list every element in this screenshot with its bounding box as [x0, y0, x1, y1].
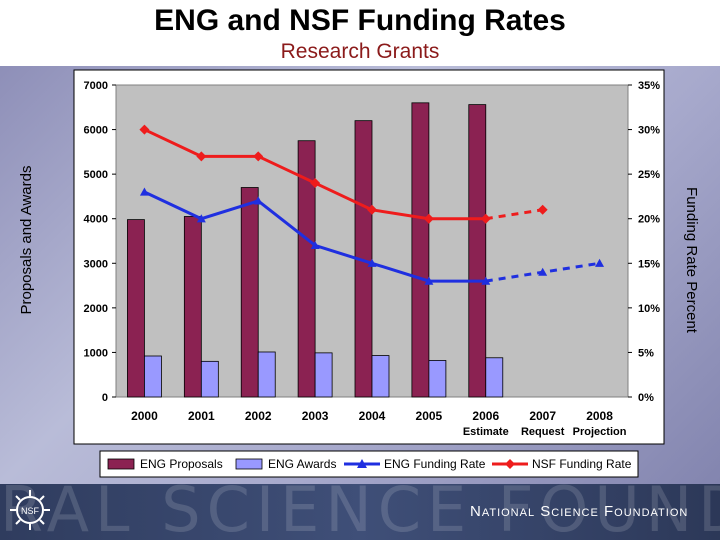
- marker-eng-funding-rate: [253, 196, 263, 205]
- bar-eng-proposals: [127, 219, 145, 398]
- bar-eng-proposals: [468, 104, 487, 398]
- marker-nsf-funding-rate: [253, 151, 264, 162]
- y-tick-label: 6000: [84, 125, 108, 137]
- legend-swatch-marker: [357, 459, 367, 468]
- marker-eng-funding-rate: [139, 187, 149, 196]
- y-tick-label: 4000: [84, 214, 108, 226]
- bar-eng-awards: [371, 355, 390, 398]
- x-tick-label: 2008: [586, 409, 613, 423]
- y-tick-label: 3000: [84, 258, 108, 270]
- bar-eng-proposals: [297, 140, 316, 398]
- marker-eng-funding-rate: [424, 276, 434, 285]
- x-tick-label: 2004: [359, 409, 386, 423]
- marker-nsf-funding-rate: [139, 124, 150, 135]
- x-tick-sublabel: Estimate: [463, 426, 509, 438]
- x-tick-label: 2000: [131, 409, 158, 423]
- x-tick-label: 2001: [188, 409, 215, 423]
- bar-eng-awards: [200, 360, 219, 398]
- bar-eng-awards: [485, 357, 504, 398]
- marker-eng-funding-rate: [595, 258, 605, 267]
- marker-eng-funding-rate: [481, 276, 491, 285]
- bar-eng-awards: [144, 355, 162, 398]
- y-tick-label: 2000: [84, 303, 108, 315]
- y-tick-label: 1000: [84, 347, 108, 359]
- marker-eng-funding-rate: [538, 267, 548, 276]
- legend-swatch-marker: [505, 459, 515, 469]
- marker-nsf-funding-rate: [537, 204, 548, 215]
- legend-swatch: [235, 458, 263, 470]
- page-title: ENG and NSF Funding Rates: [154, 4, 566, 37]
- bar-eng-proposals: [240, 187, 259, 398]
- line-nsf-funding-rate-projection: [485, 208, 543, 221]
- y2-tick-label: 20%: [638, 214, 660, 226]
- y2-tick-label: 0%: [638, 392, 654, 404]
- footer-watermark: RAL SCIENCE FOUND: [0, 480, 720, 540]
- footer-org-name: National Science Foundation: [470, 503, 689, 520]
- marker-nsf-funding-rate: [367, 204, 377, 215]
- bar-eng-awards: [314, 352, 333, 398]
- marker-nsf-funding-rate: [423, 213, 434, 224]
- y2-tick-label: 10%: [638, 303, 660, 315]
- x-tick-label: 2005: [416, 409, 443, 423]
- y-tick-label: 0: [102, 392, 108, 404]
- marker-nsf-funding-rate: [310, 178, 321, 189]
- bar-eng-proposals: [411, 102, 430, 398]
- legend-label: ENG Funding Rate: [384, 457, 486, 471]
- y-tick-label: 5000: [84, 169, 108, 181]
- x-tick-label: 2002: [245, 409, 272, 423]
- legend-label: ENG Proposals: [140, 457, 223, 471]
- legend-label: ENG Awards: [268, 457, 336, 471]
- legend-label: NSF Funding Rate: [532, 457, 632, 471]
- bar-eng-proposals: [183, 216, 202, 398]
- x-tick-sublabel: Request: [521, 426, 565, 438]
- legend-swatch: [107, 458, 135, 470]
- marker-nsf-funding-rate: [480, 213, 491, 224]
- x-tick-sublabel: Projection: [573, 426, 627, 438]
- y2-tick-label: 35%: [638, 80, 660, 92]
- page-subtitle: Research Grants: [280, 40, 440, 63]
- y2-tick-label: 25%: [638, 169, 660, 181]
- bar-eng-awards: [428, 360, 447, 398]
- footer-band: [0, 484, 720, 540]
- bar-eng-awards: [257, 351, 276, 398]
- y-tick-label: 7000: [84, 80, 108, 92]
- marker-nsf-funding-rate: [196, 151, 207, 162]
- nsf-logo-icon: NSF: [10, 490, 50, 530]
- marker-eng-funding-rate: [196, 214, 206, 223]
- x-tick-label: 2007: [529, 409, 556, 423]
- marker-eng-funding-rate: [310, 240, 320, 250]
- x-tick-label: 2003: [302, 409, 329, 423]
- nsf-logo-text: NSF: [21, 506, 40, 516]
- y2-tick-label: 15%: [638, 258, 660, 270]
- y2-tick-label: 30%: [638, 125, 660, 137]
- x-tick-label: 2006: [472, 409, 499, 423]
- marker-eng-funding-rate: [367, 258, 377, 267]
- y2-tick-label: 5%: [638, 347, 654, 359]
